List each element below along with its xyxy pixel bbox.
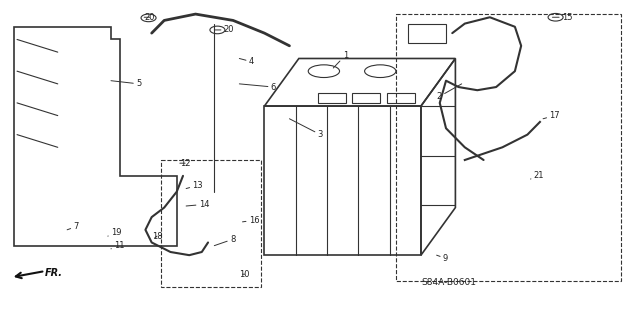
Text: 7: 7 — [67, 222, 79, 231]
Text: 12: 12 — [180, 159, 191, 168]
Text: 21: 21 — [530, 172, 544, 180]
Text: 1: 1 — [333, 51, 348, 68]
Text: 5: 5 — [111, 79, 142, 88]
Text: 4: 4 — [240, 57, 254, 66]
Text: 8: 8 — [214, 235, 235, 246]
Text: 16: 16 — [243, 216, 259, 225]
Text: 17: 17 — [543, 111, 560, 120]
Text: 20: 20 — [214, 25, 234, 35]
Text: 6: 6 — [240, 83, 276, 92]
Text: 15: 15 — [552, 13, 572, 22]
Text: 13: 13 — [186, 181, 203, 190]
Text: 19: 19 — [108, 228, 121, 237]
Text: 9: 9 — [437, 254, 448, 263]
Text: 10: 10 — [240, 270, 250, 279]
Text: S84A-B0601: S84A-B0601 — [421, 278, 477, 287]
Text: 14: 14 — [186, 200, 209, 209]
Text: 2: 2 — [437, 84, 462, 101]
Text: 20: 20 — [144, 13, 155, 22]
Text: 11: 11 — [111, 241, 125, 250]
Text: 18: 18 — [152, 232, 162, 241]
Text: FR.: FR. — [45, 268, 64, 278]
Text: 3: 3 — [289, 119, 323, 139]
